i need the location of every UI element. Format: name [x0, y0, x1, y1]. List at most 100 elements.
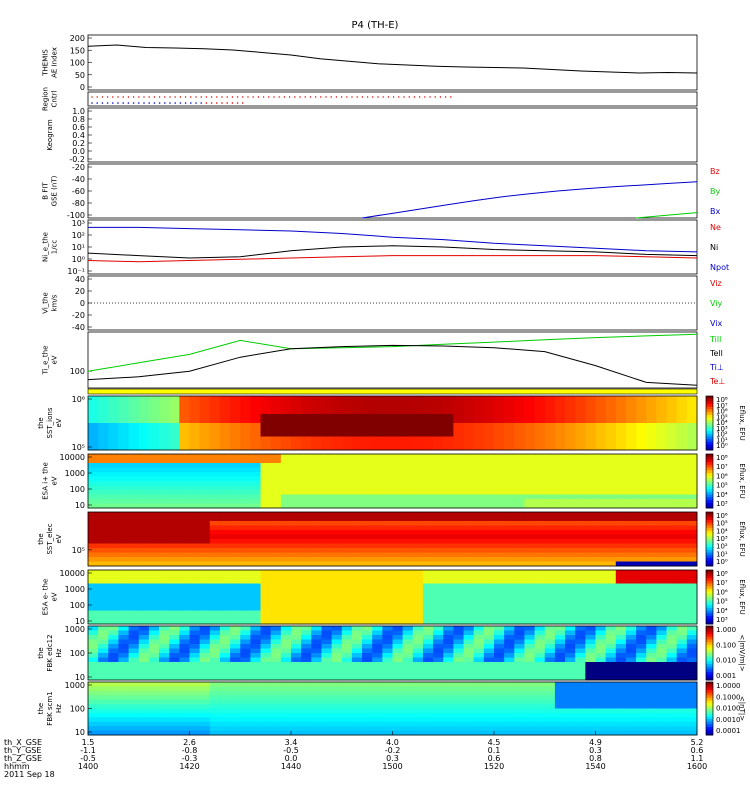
heatmap-cell: [686, 432, 698, 437]
heatmap-cell: [625, 639, 637, 645]
heatmap-cell: [656, 400, 668, 406]
heatmap-cell: [412, 690, 424, 696]
heatmap-cell: [605, 730, 617, 736]
heatmap-cell: [118, 485, 130, 491]
heatmap-cell: [494, 530, 505, 535]
region-marker: [403, 96, 405, 98]
heatmap-cell: [686, 639, 698, 645]
colorbar-tick-label: 10⁷: [716, 402, 728, 410]
heatmap-cell: [463, 615, 475, 620]
heatmap-cell: [483, 626, 495, 631]
heatmap-cell: [676, 579, 688, 584]
heatmap-cell: [605, 626, 617, 631]
heatmap-cell: [544, 436, 556, 442]
heatmap-cell: [311, 557, 322, 562]
colorbar-frame: [705, 511, 714, 567]
heatmap-cell: [230, 630, 241, 636]
colorbar-swatch: [706, 522, 713, 526]
heatmap-cell: [280, 662, 292, 667]
heatmap-cell: [504, 662, 515, 667]
colorbar-swatch: [706, 505, 713, 509]
heatmap-cell: [504, 648, 515, 654]
heatmap-cell: [108, 463, 119, 468]
heatmap-cell: [514, 704, 525, 709]
heatmap-cell: [301, 675, 312, 681]
heatmap-cell: [270, 619, 282, 625]
heatmap-cell: [422, 485, 434, 491]
heatmap-cell: [615, 557, 627, 562]
heatmap-cell: [534, 730, 546, 736]
heatmap-cell: [250, 521, 262, 526]
heatmap-cell: [128, 552, 140, 558]
heatmap-cell: [402, 423, 414, 428]
heatmap-cell: [443, 686, 454, 692]
heatmap-cell: [605, 644, 617, 649]
heatmap-cell: [605, 405, 617, 410]
heatmap-cell: [88, 619, 99, 625]
heatmap-cell: [402, 690, 414, 696]
heatmap-cell: [199, 521, 211, 526]
heatmap-cell: [636, 552, 647, 558]
heatmap-cell: [372, 441, 383, 446]
heatmap-cell: [260, 499, 272, 504]
heatmap-cell: [615, 675, 627, 681]
panel-frame: [87, 107, 698, 163]
legend-entry: Vix: [710, 319, 723, 328]
heatmap-cell: [514, 630, 525, 636]
heatmap-cell: [260, 516, 272, 522]
heatmap-cell: [179, 699, 190, 705]
heatmap-cell: [270, 708, 282, 714]
heatmap-cell: [98, 463, 109, 468]
heatmap-cell: [625, 570, 637, 575]
heatmap-cell: [179, 610, 190, 616]
heatmap-cell: [118, 653, 130, 658]
heatmap-cell: [128, 548, 140, 553]
colorbar-swatch: [706, 689, 713, 694]
heatmap-cell: [301, 548, 312, 553]
heatmap-cell: [331, 418, 343, 424]
heatmap-cell: [544, 583, 556, 589]
heatmap-cell: [189, 712, 201, 718]
heatmap-cell: [494, 476, 505, 482]
heatmap-cell: [656, 418, 668, 424]
heatmap-cell: [108, 503, 119, 509]
heatmap-cell: [372, 597, 383, 602]
heatmap-cell: [636, 503, 647, 509]
heatmap-cell: [565, 606, 576, 611]
heatmap-cell: [534, 414, 546, 419]
heatmap-cell: [636, 570, 647, 575]
heatmap-cell: [199, 579, 211, 584]
heatmap-cell: [412, 436, 424, 442]
heatmap-cell: [422, 552, 434, 558]
heatmap-cell: [686, 485, 698, 491]
region-marker: [226, 102, 228, 104]
heatmap-cell: [433, 441, 444, 446]
heatmap-cell: [321, 635, 333, 640]
heatmap-cell: [179, 686, 190, 692]
heatmap-cell: [138, 726, 150, 732]
heatmap-cell: [351, 432, 363, 437]
colorbar-swatch: [706, 575, 713, 579]
heatmap-cell: [311, 400, 322, 406]
heatmap-cell: [544, 521, 556, 526]
heatmap-cell: [494, 644, 505, 649]
heatmap-cell: [321, 682, 333, 687]
heatmap-cell: [219, 579, 231, 584]
heatmap-cell: [219, 436, 231, 442]
heatmap-cell: [199, 648, 211, 654]
heatmap-cell: [128, 476, 140, 482]
heatmap-cell: [88, 512, 99, 517]
heatmap-cell: [483, 570, 495, 575]
heatmap-cell: [412, 534, 424, 540]
heatmap-cell: [483, 615, 495, 620]
heatmap-cell: [108, 521, 119, 526]
heatmap-cell: [372, 463, 383, 468]
heatmap-cell: [453, 445, 465, 451]
heatmap-cell: [524, 409, 536, 415]
heatmap-cell: [169, 490, 180, 495]
heatmap-cell: [280, 400, 292, 406]
heatmap-cell: [595, 539, 607, 544]
heatmap-cell: [666, 671, 678, 676]
heatmap-cell: [118, 543, 130, 549]
heatmap-cell: [524, 503, 536, 509]
